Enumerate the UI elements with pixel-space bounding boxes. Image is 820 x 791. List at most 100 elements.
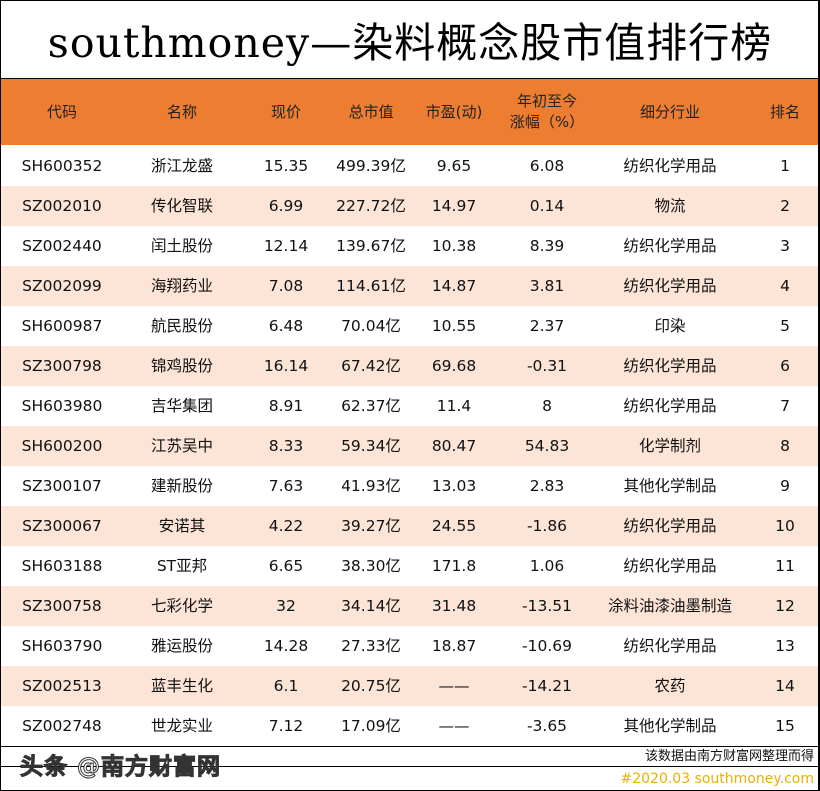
cell-name: 锦鸡股份 <box>150 356 213 375</box>
cell-price: 7.63 <box>268 476 304 495</box>
cell-industry: 纺织化学用品 <box>623 156 717 175</box>
cell-market-cap: 41.93亿 <box>341 476 401 495</box>
cell-ytd: 8 <box>542 396 552 415</box>
cell-price: 8.33 <box>268 436 304 455</box>
cell-market-cap: 38.30亿 <box>341 556 401 575</box>
header-price: 现价 <box>270 102 301 121</box>
cell-code: SZ300798 <box>22 356 102 375</box>
cell-rank: 15 <box>775 716 795 735</box>
cell-pe: 13.03 <box>431 476 477 495</box>
cell-ytd: 6.08 <box>529 156 565 175</box>
cell-ytd: 2.83 <box>529 476 565 495</box>
cell-code: SZ300107 <box>22 476 102 495</box>
cell-pe: —— <box>438 676 470 695</box>
cell-code: SZ002010 <box>22 196 102 215</box>
cell-industry: 印染 <box>654 316 686 335</box>
footnote: 该数据由南方财富网整理而得 <box>0 746 818 767</box>
header-name: 名称 <box>166 102 197 121</box>
cell-industry: 农药 <box>654 676 686 695</box>
table-row: SZ002099 海翔药业 7.08 114.61亿 14.87 3.81 纺织化学用品 4 <box>1 266 818 306</box>
header-code: 代码 <box>46 102 77 121</box>
cell-ytd: -10.69 <box>522 636 572 655</box>
cell-pe: 10.38 <box>431 236 477 255</box>
cell-price: 6.48 <box>268 316 304 335</box>
cell-industry: 化学制剂 <box>638 436 701 455</box>
cell-code: SH603188 <box>21 556 103 575</box>
cell-code: SZ002513 <box>22 676 102 695</box>
table-row: SH600200 江苏吴中 8.33 59.34亿 80.47 54.83 化学制剂 8 <box>1 426 818 466</box>
cell-ytd: -3.65 <box>526 716 568 735</box>
cell-market-cap: 34.14亿 <box>341 596 401 615</box>
cell-pe: 9.65 <box>436 156 472 175</box>
page-title: southmoney—染料概念股市值排行榜 <box>0 0 820 79</box>
table-row: SZ002513 蓝丰生化 6.1 20.75亿 —— -14.21 农药 14 <box>1 666 818 706</box>
cell-pe: 11.4 <box>436 396 472 415</box>
cell-industry: 其他化学制品 <box>623 716 717 735</box>
cell-rank: 13 <box>775 636 795 655</box>
cell-ytd: 0.14 <box>529 196 565 215</box>
cell-market-cap: 59.34亿 <box>341 436 401 455</box>
watermark: 头条 @南方财富网 <box>19 754 222 781</box>
cell-ytd: -0.31 <box>526 356 568 375</box>
table-row: SH600987 航民股份 6.48 70.04亿 10.55 2.37 印染 5 <box>1 306 818 346</box>
table-row: SZ300067 安诺其 4.22 39.27亿 24.55 -1.86 纺织化学用品 10 <box>1 506 818 546</box>
cell-name: 江苏吴中 <box>150 436 213 455</box>
table-header: 代码 名称 现价 总市值 市盈(动) 年初至今涨幅（%） 细分行业 排名 <box>1 79 818 145</box>
cell-pe: 14.97 <box>431 196 477 215</box>
cell-market-cap: 67.42亿 <box>341 356 401 375</box>
cell-industry: 涂料油漆油墨制造 <box>607 596 732 615</box>
cell-market-cap: 62.37亿 <box>341 396 401 415</box>
cell-industry: 纺织化学用品 <box>623 636 717 655</box>
table-row: SZ300107 建新股份 7.63 41.93亿 13.03 2.83 其他化学制品 9 <box>1 466 818 506</box>
header-rank: 排名 <box>769 102 800 121</box>
header-industry: 细分行业 <box>639 102 700 121</box>
cell-code: SH600987 <box>21 316 103 335</box>
cell-industry: 纺织化学用品 <box>623 356 717 375</box>
cell-rank: 9 <box>780 476 790 495</box>
cell-market-cap: 114.61亿 <box>336 276 406 295</box>
cell-rank: 1 <box>780 156 790 175</box>
cell-pe: —— <box>438 716 470 735</box>
cell-industry: 纺织化学用品 <box>623 236 717 255</box>
cell-name: 海翔药业 <box>150 276 213 295</box>
table-row: SZ002010 传化智联 6.99 227.72亿 14.97 0.14 物流 2 <box>1 186 818 226</box>
cell-name: 安诺其 <box>158 516 206 535</box>
header-market-cap: 总市值 <box>348 102 394 121</box>
cell-industry: 纺织化学用品 <box>623 396 717 415</box>
cell-name: 世龙实业 <box>150 716 213 735</box>
header-ytd-line2: 涨幅（%） <box>509 113 585 131</box>
header-ytd-line1: 年初至今 <box>516 92 577 110</box>
cell-rank: 10 <box>775 516 795 535</box>
cell-rank: 5 <box>780 316 790 335</box>
cell-name: 航民股份 <box>150 316 213 335</box>
cell-price: 12.14 <box>263 236 309 255</box>
cell-rank: 3 <box>780 236 790 255</box>
cell-name: 建新股份 <box>150 476 213 495</box>
cell-name: 七彩化学 <box>150 596 213 615</box>
cell-ytd: 54.83 <box>524 436 570 455</box>
cell-pe: 69.68 <box>431 356 477 375</box>
cell-pe: 80.47 <box>431 436 477 455</box>
cell-pe: 14.87 <box>431 276 477 295</box>
cell-pe: 31.48 <box>431 596 477 615</box>
header-pe: 市盈(动) <box>425 102 483 121</box>
table-row: SZ002748 世龙实业 7.12 17.09亿 —— -3.65 其他化学制品 15 <box>1 706 818 746</box>
cell-name: 闰土股份 <box>150 236 213 255</box>
cell-market-cap: 70.04亿 <box>341 316 401 335</box>
cell-rank: 11 <box>775 556 795 575</box>
cell-industry: 纺织化学用品 <box>623 276 717 295</box>
header-ytd: 年初至今涨幅（%） <box>497 79 597 145</box>
cell-market-cap: 139.67亿 <box>336 236 406 255</box>
cell-rank: 4 <box>780 276 790 295</box>
cell-price: 32 <box>276 596 296 615</box>
cell-price: 14.28 <box>263 636 309 655</box>
table-row: SZ002440 闰土股份 12.14 139.67亿 10.38 8.39 纺织化学用品 3 <box>1 226 818 266</box>
cell-code: SZ002099 <box>22 276 102 295</box>
cell-industry: 物流 <box>654 196 686 215</box>
table-row: SH603980 吉华集团 8.91 62.37亿 11.4 8 纺织化学用品 7 <box>1 386 818 426</box>
table-row: SZ300758 七彩化学 32 34.14亿 31.48 -13.51 涂料油漆油墨制造 1… <box>1 586 818 626</box>
cell-name: 吉华集团 <box>150 396 213 415</box>
cell-price: 7.12 <box>268 716 304 735</box>
cell-pe: 24.55 <box>431 516 477 535</box>
